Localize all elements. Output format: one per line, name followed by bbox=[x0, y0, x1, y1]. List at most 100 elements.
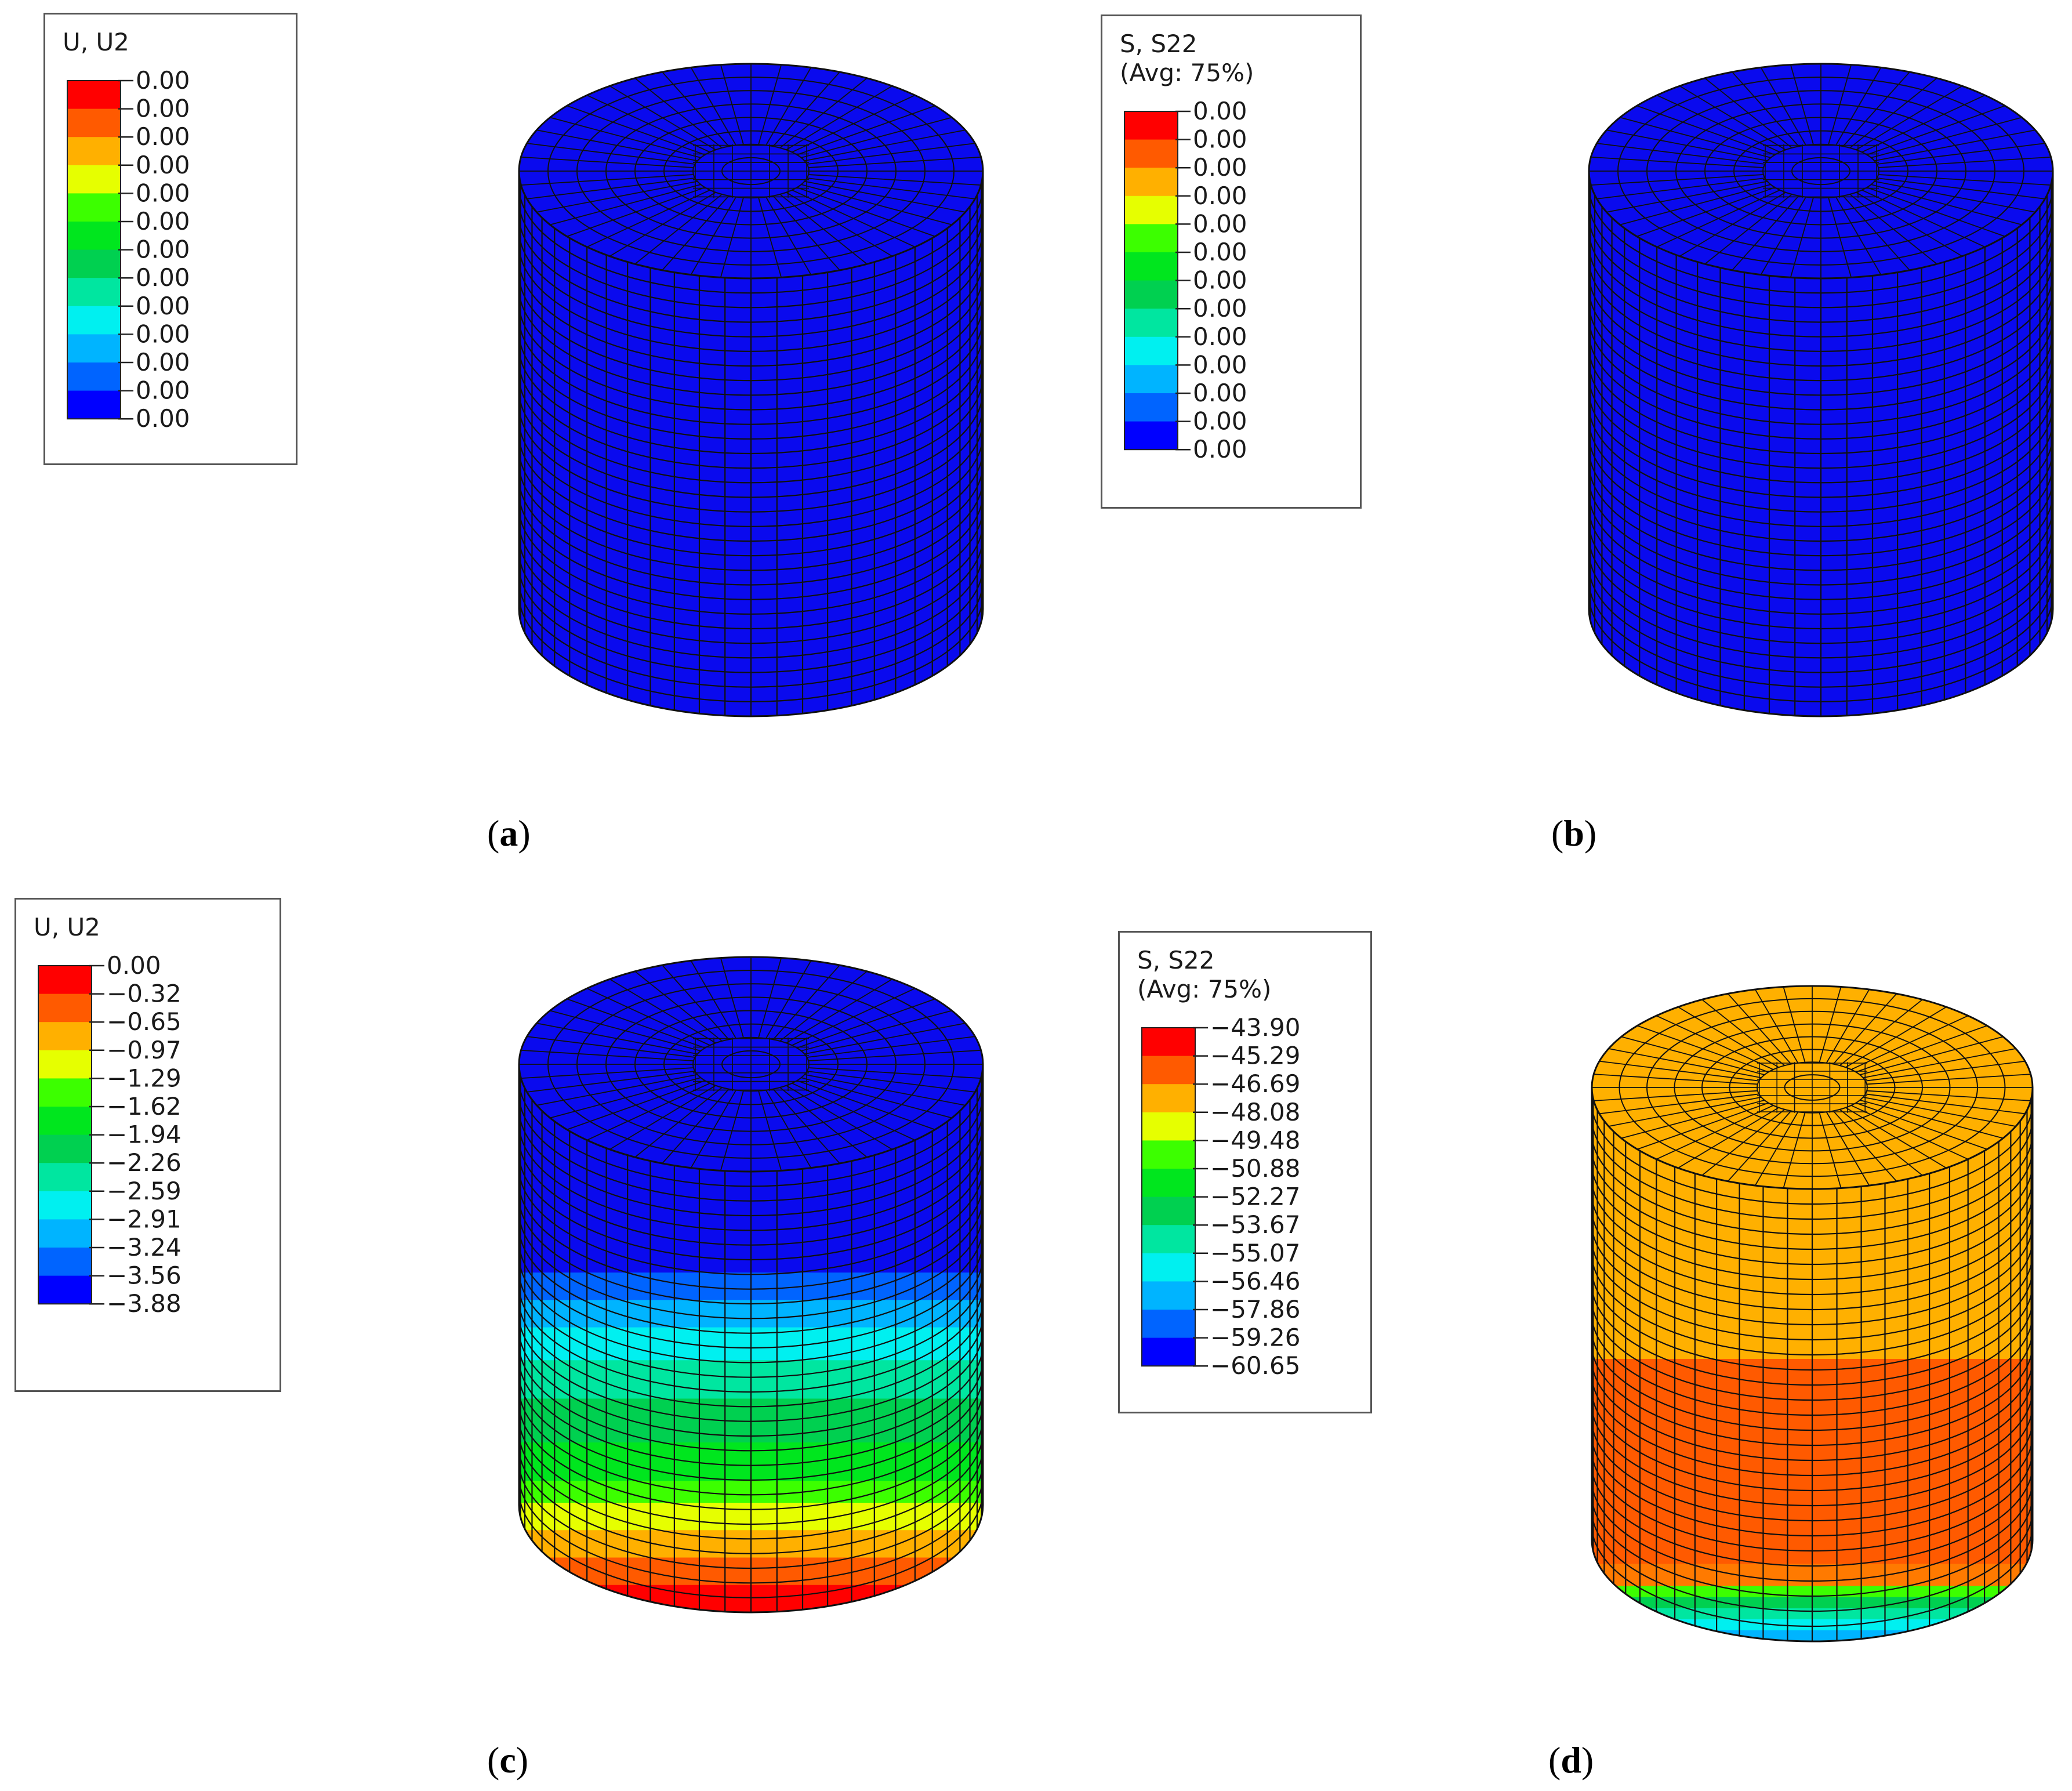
mesh-ring bbox=[519, 536, 983, 644]
legend-swatch bbox=[1142, 1225, 1195, 1254]
mesh-line bbox=[804, 180, 966, 213]
mesh-line bbox=[550, 1010, 701, 1052]
mesh-ring bbox=[1589, 579, 2053, 688]
mesh-line bbox=[662, 965, 730, 1040]
mesh-ring bbox=[519, 1372, 983, 1481]
legend-value: −0.65 bbox=[107, 1007, 182, 1036]
mesh-line bbox=[609, 978, 716, 1044]
mesh-ring bbox=[1589, 536, 2053, 644]
mesh-ring bbox=[519, 492, 983, 600]
legend-title-line: S, S22 bbox=[1120, 30, 1197, 58]
mesh-ring bbox=[519, 390, 983, 498]
mesh-line bbox=[1679, 85, 1786, 151]
mesh-line bbox=[1867, 187, 2005, 237]
mesh-line bbox=[1856, 1025, 1987, 1073]
cylinder-outline bbox=[518, 1064, 984, 1614]
mesh-ring bbox=[1589, 302, 2053, 411]
mesh-ring bbox=[519, 1108, 983, 1217]
mesh-line bbox=[634, 194, 723, 264]
mesh-line bbox=[1594, 1074, 1758, 1085]
mesh-line bbox=[521, 156, 694, 168]
mesh-line bbox=[1845, 1107, 1947, 1169]
mesh-line bbox=[1867, 105, 2005, 155]
mesh-ring bbox=[1589, 492, 2053, 600]
legend-value: −53.67 bbox=[1210, 1210, 1300, 1239]
mesh-line bbox=[772, 1089, 840, 1164]
mesh-line bbox=[1863, 1048, 2016, 1079]
mesh-line bbox=[1608, 1048, 1762, 1079]
legend-value: 0.00 bbox=[136, 263, 190, 292]
mesh-ring bbox=[1592, 1208, 2033, 1311]
mesh-line bbox=[1856, 191, 1962, 257]
legend-value: 0.00 bbox=[136, 151, 190, 179]
cylinder-top bbox=[1588, 63, 2054, 280]
mesh-line bbox=[550, 1077, 701, 1119]
legend-swatch bbox=[1124, 224, 1178, 253]
mesh-line bbox=[662, 1089, 730, 1164]
mesh-line bbox=[1732, 195, 1799, 271]
legend-swatch bbox=[67, 108, 121, 137]
mesh-ring bbox=[1592, 1102, 2033, 1205]
mesh-line bbox=[765, 960, 812, 1039]
legend-value: 0.00 bbox=[1193, 182, 1247, 210]
mesh-line bbox=[586, 189, 710, 248]
mesh-ring bbox=[519, 550, 983, 659]
mesh-line bbox=[1842, 71, 1910, 147]
mesh-line bbox=[1871, 117, 2022, 158]
legend-title-line: U, U2 bbox=[63, 28, 129, 56]
caption-c: (c) bbox=[487, 1739, 529, 1781]
legend-swatch bbox=[1142, 1337, 1195, 1366]
legend-swatch bbox=[1142, 1253, 1195, 1282]
mesh-line bbox=[797, 1080, 935, 1130]
legend-value: −2.26 bbox=[107, 1148, 182, 1177]
mesh-ring bbox=[1589, 346, 2053, 455]
legend-swatch bbox=[1124, 168, 1178, 197]
mesh-ring bbox=[519, 1328, 983, 1437]
mesh-line bbox=[1878, 156, 2051, 168]
mesh-ring bbox=[1589, 463, 2053, 571]
legend-swatch bbox=[1124, 139, 1178, 168]
mesh-line bbox=[792, 95, 916, 153]
mesh-line bbox=[1754, 1111, 1799, 1186]
legend-swatch bbox=[1142, 1084, 1195, 1113]
mesh-line bbox=[765, 67, 812, 146]
mesh-ring bbox=[519, 244, 983, 352]
mesh-line bbox=[1656, 189, 1780, 248]
mesh-line bbox=[1701, 1109, 1786, 1176]
legend-value: −50.88 bbox=[1210, 1154, 1300, 1183]
mesh-line bbox=[527, 143, 695, 165]
legend-swatch bbox=[1124, 309, 1178, 338]
legend-swatch bbox=[38, 1107, 92, 1136]
mesh-line bbox=[807, 1036, 975, 1058]
legend-swatch bbox=[1124, 393, 1178, 422]
mesh-ring bbox=[519, 1152, 983, 1261]
mesh-ring bbox=[1592, 1388, 2033, 1492]
mesh-line bbox=[1760, 197, 1806, 275]
mesh-line bbox=[1596, 177, 1765, 200]
legend-d-svg: S, S22(Avg: 75%) −43.90−45.29−46.69−48.08… bbox=[1137, 946, 1300, 1380]
mesh-line bbox=[779, 194, 868, 264]
legend-value: 0.00 bbox=[136, 95, 190, 123]
mesh-line bbox=[758, 1090, 782, 1171]
legend-value: −52.27 bbox=[1210, 1183, 1300, 1211]
mesh-ring bbox=[519, 565, 983, 673]
legend-value: 0.00 bbox=[136, 207, 190, 235]
legend-title-line: U, U2 bbox=[34, 913, 100, 941]
mesh-ring bbox=[519, 361, 983, 469]
legend-a: U, U2 0.00 0.00 0.00 0.00 0.00 0.00 0.00 0.00 0.0… bbox=[43, 13, 297, 465]
mesh-line bbox=[1849, 78, 1937, 148]
legend-value: −43.90 bbox=[1210, 1013, 1300, 1042]
cylinder-c bbox=[518, 956, 984, 1614]
legend-value: 0.00 bbox=[1193, 209, 1247, 238]
legend-swatch bbox=[67, 362, 121, 391]
mesh-ring bbox=[519, 433, 983, 542]
mesh-ring bbox=[1592, 1223, 2033, 1326]
legend-title-line: S, S22 bbox=[1137, 946, 1214, 974]
mesh-line bbox=[1678, 1006, 1779, 1068]
mesh-line bbox=[662, 71, 730, 147]
mesh-line bbox=[1606, 129, 1768, 162]
legend-title-line: (Avg: 75%) bbox=[1137, 975, 1271, 1003]
mesh-ring bbox=[1592, 1494, 2033, 1597]
legend-swatch bbox=[38, 1022, 92, 1051]
mesh-line bbox=[792, 988, 916, 1046]
